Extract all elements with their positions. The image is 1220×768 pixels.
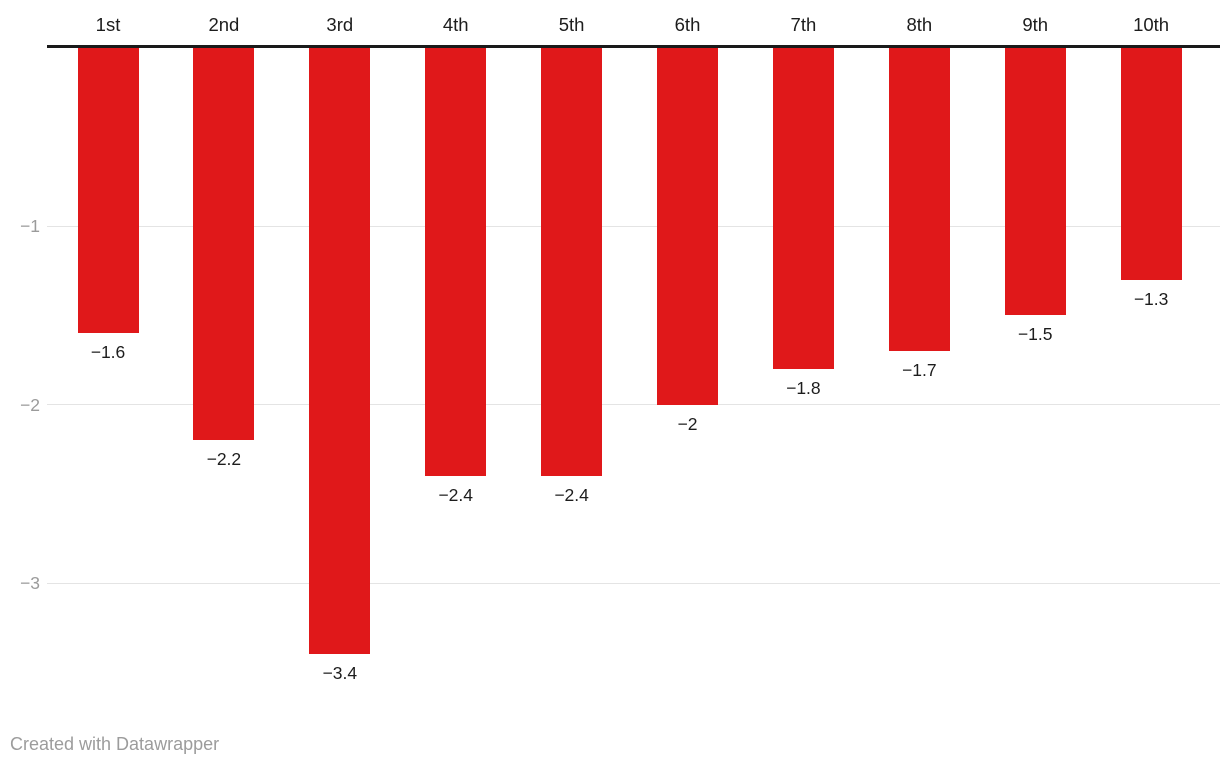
- y-tick-label: −2: [20, 394, 40, 415]
- value-label: −2: [677, 413, 698, 434]
- bar-8th[interactable]: [888, 47, 950, 351]
- bar-6th[interactable]: [657, 47, 718, 405]
- category-label: 9th: [1022, 14, 1049, 35]
- category-label: 4th: [442, 14, 469, 35]
- gridline: [47, 404, 1220, 405]
- y-tick-label: −3: [20, 573, 40, 593]
- category-label: 5th: [558, 14, 585, 35]
- value-label: −2.2: [206, 449, 242, 470]
- bar-4th[interactable]: [425, 47, 487, 476]
- value-label: −1.3: [1133, 288, 1169, 309]
- category-label: 8th: [906, 14, 933, 35]
- value-label: −1.7: [902, 359, 937, 380]
- gridline: [47, 582, 1220, 584]
- gridline: [47, 225, 1220, 227]
- category-label: 10th: [1133, 14, 1170, 35]
- bar-9th[interactable]: [1004, 47, 1066, 316]
- value-label: −3.4: [322, 663, 358, 684]
- bar-2nd[interactable]: [193, 47, 255, 441]
- category-label: 6th: [674, 14, 701, 35]
- bar-7th[interactable]: [772, 47, 834, 369]
- value-label: −2.4: [438, 484, 473, 505]
- value-label: −1.5: [1017, 324, 1053, 345]
- y-tick-label: −1: [20, 216, 40, 236]
- bar-1st[interactable]: [77, 47, 139, 334]
- value-label: −2.4: [554, 484, 589, 505]
- bar-5th[interactable]: [541, 47, 603, 476]
- category-label: 3rd: [326, 14, 354, 35]
- category-label: 7th: [790, 14, 817, 35]
- category-label: 1st: [95, 14, 121, 35]
- zero-baseline: [47, 45, 1220, 48]
- bar-10th[interactable]: [1120, 47, 1182, 280]
- datawrapper-credit-link[interactable]: Created with Datawrapper: [10, 734, 220, 754]
- bar-3rd[interactable]: [309, 47, 371, 655]
- category-label: 2nd: [208, 14, 240, 35]
- value-label: −1.6: [90, 342, 126, 363]
- value-label: −1.8: [786, 377, 821, 398]
